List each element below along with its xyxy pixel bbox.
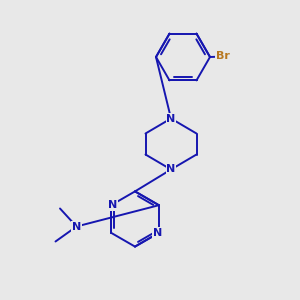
Text: N: N bbox=[167, 164, 176, 175]
Text: N: N bbox=[108, 200, 117, 210]
Text: Br: Br bbox=[216, 51, 230, 62]
Text: N: N bbox=[153, 228, 162, 238]
Text: N: N bbox=[167, 113, 176, 124]
Text: N: N bbox=[72, 221, 81, 232]
